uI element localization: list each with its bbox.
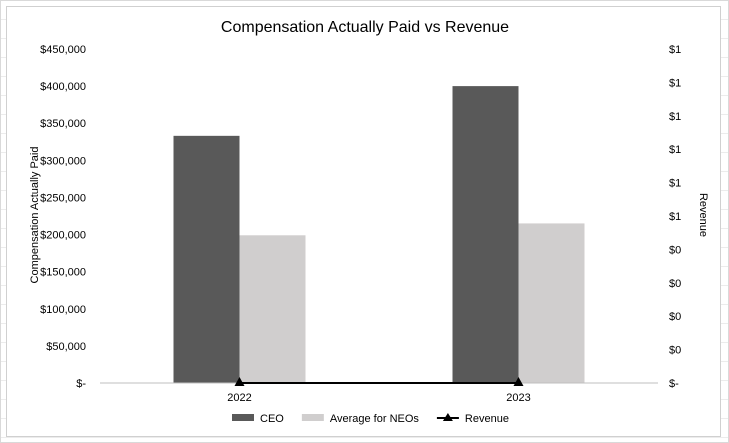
- y-tick-label: $150,000: [40, 267, 86, 279]
- y-axis-label: Compensation Actually Paid: [29, 147, 41, 284]
- y-tick-label: $350,000: [40, 118, 86, 130]
- y2-axis-label: Revenue: [697, 193, 709, 237]
- y2-tick-label: $1: [669, 144, 681, 156]
- y-tick-label: $450,000: [40, 44, 86, 56]
- y-tick-label: $-: [76, 378, 86, 390]
- y2-tick-label: $1: [669, 44, 681, 56]
- x-tick-label: 2022: [227, 392, 251, 404]
- legend-label-revenue: Revenue: [465, 413, 509, 425]
- y2-tick-label: $1: [669, 77, 681, 89]
- y-tick-label: $250,000: [40, 192, 86, 204]
- bar-average-for-neos: [518, 223, 585, 383]
- legend-label-ceo: CEO: [260, 413, 284, 425]
- y-tick-label: $400,000: [40, 81, 86, 93]
- y-tick-label: $200,000: [40, 230, 86, 242]
- revenue-marker: [234, 377, 245, 386]
- revenue-marker: [513, 377, 524, 386]
- legend-label-average-for-neos: Average for NEOs: [330, 413, 420, 425]
- y2-tick-label: $0: [669, 278, 681, 290]
- x-tick-label: 2023: [506, 392, 530, 404]
- y2-tick-label: $1: [669, 111, 681, 123]
- legend-marker-revenue: [442, 413, 453, 421]
- legend-swatch-average-for-neos: [301, 414, 324, 421]
- y-tick-label: $50,000: [46, 341, 86, 353]
- bar-average-for-neos: [239, 235, 306, 383]
- y-tick-label: $300,000: [40, 155, 86, 167]
- y-tick-label: $100,000: [40, 304, 86, 316]
- y2-tick-label: $-: [669, 378, 679, 390]
- y2-tick-label: $0: [669, 311, 681, 323]
- y2-tick-label: $0: [669, 244, 681, 256]
- y2-tick-label: $1: [669, 211, 681, 223]
- chart-area: [6, 6, 721, 437]
- bar-ceo: [173, 135, 240, 383]
- y2-tick-label: $1: [669, 178, 681, 190]
- chart-title: Compensation Actually Paid vs Revenue: [221, 19, 509, 36]
- legend-swatch-ceo: [232, 414, 254, 421]
- y2-tick-label: $0: [669, 345, 681, 357]
- bar-ceo: [452, 86, 519, 383]
